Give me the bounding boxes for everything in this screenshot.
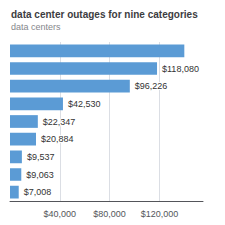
svg-text:$22,347: $22,347 (43, 117, 76, 127)
svg-text:$42,530: $42,530 (68, 99, 101, 109)
svg-text:$20,884: $20,884 (41, 134, 74, 144)
svg-text:data center outages for nine c: data center outages for nine categories (11, 9, 198, 20)
svg-text:$7,008: $7,008 (24, 187, 52, 197)
svg-text:$40,000: $40,000 (44, 209, 77, 219)
svg-text:data centers: data centers (11, 22, 61, 32)
svg-text:$118,080: $118,080 (162, 64, 199, 74)
svg-text:$80,000: $80,000 (93, 209, 126, 219)
svg-text:$9,063: $9,063 (26, 170, 54, 180)
svg-text:$96,226: $96,226 (135, 81, 168, 91)
svg-text:$9,537: $9,537 (27, 152, 55, 162)
svg-text:$120,000: $120,000 (141, 209, 179, 219)
